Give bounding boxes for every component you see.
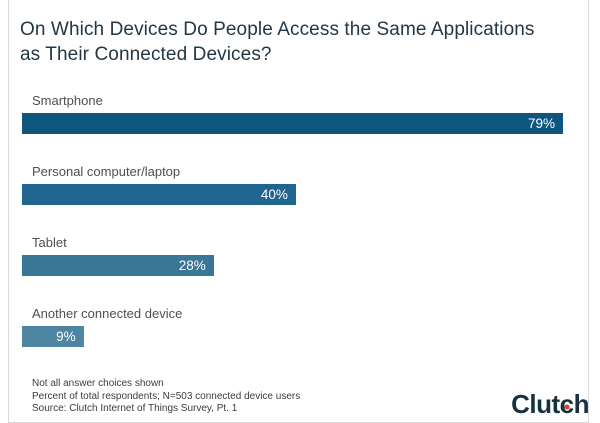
- chart-content: On Which Devices Do People Access the Sa…: [20, 3, 563, 377]
- bar: 40%: [22, 184, 296, 205]
- logo-text-part: Clut: [511, 389, 560, 419]
- bar: 9%: [22, 326, 84, 347]
- footnote-line: Source: Clutch Internet of Things Survey…: [32, 403, 238, 414]
- bar-value-label: 79%: [527, 116, 555, 131]
- clutch-logo: Clutch: [511, 389, 589, 420]
- chart-title: On Which Devices Do People Access the Sa…: [20, 17, 563, 67]
- bar: 28%: [22, 255, 214, 276]
- category-label: Another connected device: [32, 306, 183, 321]
- logo-dot-icon: [564, 404, 570, 410]
- bar-value-label: 9%: [56, 329, 76, 344]
- bar: 79%: [22, 113, 563, 134]
- bar-value-label: 40%: [260, 187, 288, 202]
- logo-text-part-c: c: [560, 389, 574, 420]
- chart-frame: [8, 0, 589, 423]
- bar-value-label: 28%: [178, 258, 206, 273]
- category-label: Smartphone: [32, 93, 103, 108]
- bar-row-personal-computer: Personal computer/laptop 40%: [22, 164, 563, 205]
- bar-chart: Smartphone 79% Personal computer/laptop …: [22, 93, 563, 347]
- footnote-line: Percent of total respondents; N=503 conn…: [32, 390, 301, 402]
- bar-row-tablet: Tablet 28%: [22, 235, 563, 276]
- logo-c-letter: c: [560, 389, 574, 419]
- category-label: Personal computer/laptop: [32, 164, 181, 179]
- footnote-line: Not all answer choices shown: [32, 378, 164, 389]
- logo-text-part: h: [573, 389, 590, 419]
- chart-title-line-1: On Which Devices Do People Access the Sa…: [20, 19, 535, 40]
- bar-row-another-device: Another connected device 9%: [22, 306, 563, 347]
- bar-row-smartphone: Smartphone 79%: [22, 93, 563, 134]
- category-label: Tablet: [32, 235, 67, 250]
- footnotes: Not all answer choices shown Percent of …: [32, 378, 300, 416]
- chart-title-line-2: as Their Connected Devices?: [20, 44, 272, 65]
